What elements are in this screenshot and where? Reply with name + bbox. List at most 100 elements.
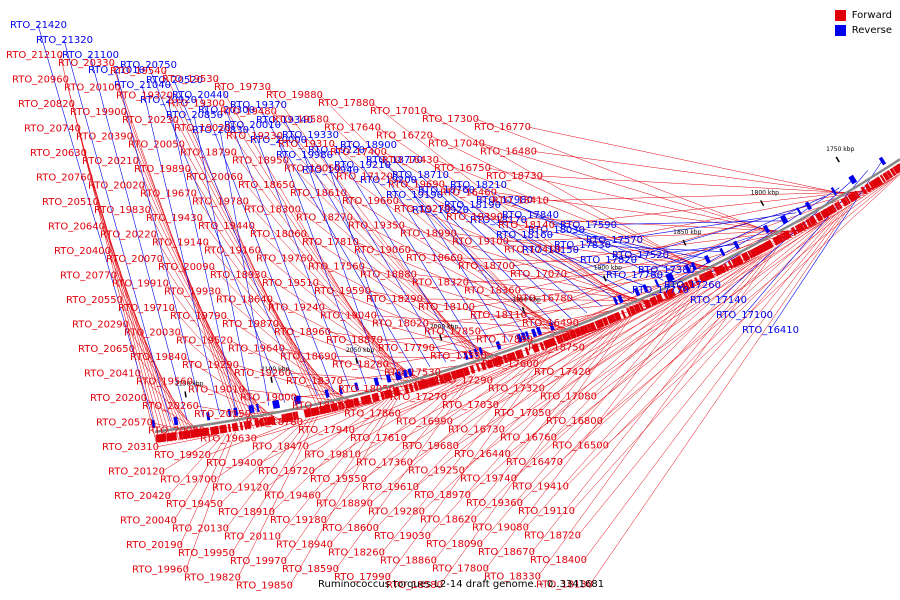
scale-label: 2100 kbp (261, 366, 289, 373)
reverse-leader (329, 169, 399, 376)
forward-leader (309, 258, 508, 364)
forward-gene (836, 201, 843, 210)
forward-gene (851, 191, 859, 201)
forward-gene-label: RTO_19230 (226, 131, 283, 142)
reverse-gene-label: RTO_21320 (36, 35, 93, 46)
reverse-leader (393, 159, 557, 326)
forward-gene-label: RTO_17850 (424, 327, 481, 338)
forward-gene-label: RTO_20150 (194, 409, 251, 420)
forward-gene-label: RTO_17880 (318, 98, 375, 109)
forward-gene-label: RTO_20050 (128, 140, 185, 151)
forward-gene-label: RTO_19820 (184, 573, 241, 584)
forward-leader (165, 283, 273, 426)
forward-leader (229, 340, 363, 407)
forward-gene-label: RTO_18100 (418, 302, 475, 313)
forward-gene-label: RTO_18470 (252, 442, 309, 453)
forward-gene (259, 418, 265, 427)
reverse-gene (495, 341, 502, 350)
reverse-gene-label: RTO_17840 (502, 210, 559, 221)
forward-gene-label: RTO_18370 (286, 376, 343, 387)
forward-gene (396, 387, 401, 396)
scale-label: 2150 kbp (175, 380, 203, 387)
reverse-leader (257, 104, 415, 372)
reverse-gene-label: RTO_19370 (230, 100, 287, 111)
forward-gene (652, 296, 659, 305)
forward-gene-label: RTO_19430 (146, 213, 203, 224)
forward-gene-label: RTO_20410 (84, 369, 141, 380)
forward-gene-label: RTO_20640 (48, 222, 105, 233)
forward-leader (181, 144, 333, 414)
forward-gene (782, 231, 789, 241)
forward-gene-label: RTO_19030 (374, 531, 431, 542)
forward-gene (871, 179, 879, 188)
forward-gene (254, 418, 260, 428)
forward-gene (222, 424, 228, 433)
forward-gene-label: RTO_20760 (36, 173, 93, 184)
forward-gene (539, 341, 545, 351)
forward-gene-label: RTO_18880 (360, 270, 417, 281)
forward-gene-label: RTO_17790 (378, 343, 435, 354)
forward-gene (798, 222, 806, 231)
forward-gene-label: RTO_18990 (400, 229, 457, 240)
forward-gene (633, 304, 639, 313)
reverse-gene-label: RTO_19940 (302, 165, 359, 176)
forward-leader (453, 233, 733, 270)
forward-leader (397, 325, 608, 414)
forward-leader (461, 289, 692, 471)
forward-gene (432, 377, 437, 386)
forward-leader (303, 233, 505, 365)
reverse-leader (497, 219, 618, 301)
reverse-gene-label: RTO_18760 (418, 185, 475, 196)
forward-leader (435, 159, 722, 275)
forward-gene-label: RTO_19550 (310, 474, 367, 485)
reverse-gene (848, 175, 856, 185)
forward-gene-label: RTO_18620 (420, 515, 477, 526)
forward-gene (354, 397, 360, 407)
forward-leader (161, 434, 221, 472)
forward-gene-label: RTO_19510 (262, 278, 319, 289)
forward-gene-label: RTO_20400 (54, 246, 111, 257)
forward-gene (292, 411, 297, 421)
reverse-gene-label: RTO_17570 (586, 235, 643, 246)
forward-gene-label: RTO_17550 (430, 351, 487, 362)
forward-gene-label: RTO_20770 (60, 271, 117, 282)
reverse-gene-label: RTO_17820 (580, 255, 637, 266)
forward-gene-label: RTO_18780 (246, 417, 303, 428)
reverse-gene (535, 326, 543, 336)
reverse-leader (37, 24, 155, 424)
forward-leader (77, 128, 169, 443)
reverse-gene-label: RTO_20520 (146, 75, 203, 86)
forward-leader (129, 136, 251, 430)
forward-gene-label: RTO_20570 (96, 418, 153, 429)
reverse-leader (613, 212, 797, 241)
forward-leader (321, 307, 516, 362)
forward-leader (259, 401, 381, 464)
forward-gene (429, 377, 435, 387)
reverse-gene-label: RTO_21420 (10, 20, 67, 31)
forward-gene (886, 170, 894, 179)
scale-tick (355, 357, 359, 364)
forward-leader (525, 248, 773, 528)
forward-leader (189, 381, 288, 423)
forward-leader (441, 184, 726, 274)
forward-gene (598, 318, 605, 328)
forward-gene (233, 422, 239, 432)
forward-gene-label: RTO_19690 (388, 180, 445, 191)
forward-gene-label: RTO_19670 (140, 189, 197, 200)
reverse-gene-label: RTO_18170 (470, 215, 527, 226)
forward-gene (754, 247, 761, 256)
forward-leader (479, 284, 702, 545)
reverse-gene (548, 322, 555, 331)
forward-gene-label: RTO_18610 (290, 188, 347, 199)
forward-gene-label: RTO_17360 (356, 458, 413, 469)
forward-gene-label: RTO_19350 (348, 221, 405, 232)
reverse-gene (690, 261, 697, 271)
forward-gene (555, 335, 562, 345)
forward-leader (387, 346, 555, 578)
forward-leader (381, 347, 551, 553)
forward-gene (385, 389, 391, 399)
forward-leader (195, 405, 292, 422)
forward-gene-label: RTO_19640 (228, 344, 285, 355)
forward-gene (626, 307, 632, 316)
reverse-gene (642, 284, 649, 293)
